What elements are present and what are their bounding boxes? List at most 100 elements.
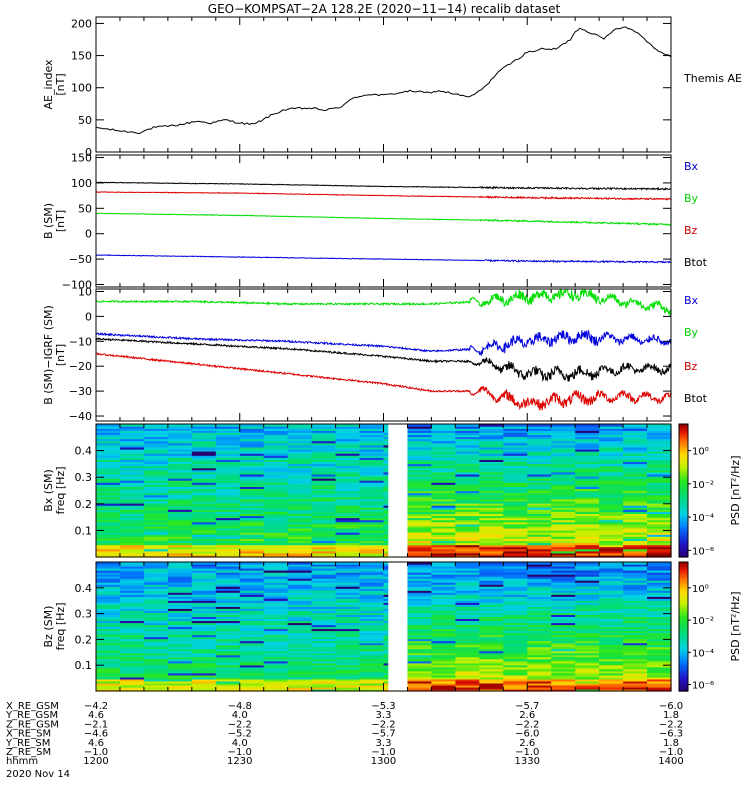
specbx-cell	[215, 548, 241, 552]
specbx-cell	[575, 540, 600, 544]
specbx-cell	[551, 550, 576, 554]
specbx-cell	[167, 554, 193, 558]
specbx-cell	[599, 451, 624, 454]
specbz-cell	[359, 612, 385, 615]
specbx-cell	[167, 432, 193, 435]
specbx-cell	[120, 426, 145, 429]
specbz-cell	[599, 662, 624, 666]
specbz-cell	[479, 672, 504, 676]
specbz-cell	[239, 632, 265, 636]
specbx-cell	[551, 451, 576, 454]
specbx-cell	[527, 463, 552, 467]
specbx-cell	[287, 453, 313, 456]
specbx-cell	[191, 513, 217, 517]
specbx-cell	[167, 442, 193, 446]
specbz-cell	[239, 687, 265, 690]
specbx-cell	[647, 525, 672, 529]
specbx-cell	[311, 484, 337, 487]
specbz-cell	[407, 578, 433, 581]
specbx-cell	[431, 446, 456, 450]
specbz-cell	[287, 576, 313, 579]
specbx-cell	[239, 542, 265, 546]
specbz-cell	[431, 572, 456, 575]
specbz-cell	[503, 608, 528, 611]
specbz-cell	[167, 570, 193, 573]
specbx-cell	[239, 550, 265, 554]
specbz-cell	[623, 668, 648, 672]
specbz-cell	[455, 648, 480, 652]
specbx-cell	[120, 552, 145, 556]
specbz-cell	[287, 660, 313, 664]
specbx-cell	[96, 457, 121, 460]
specbx-cell	[623, 469, 648, 473]
specbx-cell	[143, 482, 169, 485]
specbz-cell	[407, 568, 433, 571]
specbz-cell	[407, 594, 433, 597]
specbz-cell	[479, 610, 504, 613]
specbz-cell	[335, 628, 361, 632]
specbx-cell	[647, 544, 672, 548]
specbx-cell	[599, 484, 624, 487]
specbx-cell	[623, 554, 648, 558]
specbz-cell	[287, 622, 313, 626]
specbx-cell	[359, 455, 385, 458]
specbz-cell	[599, 648, 624, 652]
specbz-cell	[215, 630, 241, 634]
specbz-cell	[623, 612, 648, 615]
specbz-cell	[191, 604, 217, 607]
specbx-cell	[239, 548, 265, 552]
specbz-cell	[359, 652, 385, 656]
specbz-cell	[407, 642, 433, 646]
specbz-cell	[479, 594, 504, 597]
specbx-cell	[96, 515, 121, 519]
specbz-cell	[599, 670, 624, 674]
specbz-cell	[120, 628, 145, 632]
specbx-cell	[551, 505, 576, 508]
specbz-cell	[359, 680, 385, 684]
specbz-cell	[96, 584, 121, 587]
specbz-cell	[143, 566, 169, 569]
specbz-cell	[503, 594, 528, 597]
specbx-cell	[96, 500, 121, 504]
specbz-cell	[575, 582, 600, 585]
specbx-cell	[96, 465, 121, 469]
specbz-cell	[479, 570, 504, 573]
specbx-cell	[96, 438, 121, 442]
specbz-cell	[311, 689, 337, 692]
specbx-cell	[503, 451, 528, 454]
specbx-cell	[215, 476, 241, 479]
specbx-cell	[479, 507, 504, 510]
specbz-cell	[167, 562, 193, 565]
specbx-cell	[167, 424, 193, 427]
specbx-cell	[191, 482, 217, 485]
specbz-cell	[263, 687, 289, 690]
specbx-cell	[575, 507, 600, 510]
specbx-cell	[215, 440, 241, 444]
specbz-cell	[239, 654, 265, 658]
specbx-cell	[599, 548, 624, 552]
ephemeris-value: 1.8	[663, 710, 679, 721]
specbz-cell	[143, 616, 169, 619]
specbz-cell	[191, 685, 217, 688]
specbz-cell	[647, 564, 672, 567]
specbz-cell	[503, 604, 528, 607]
specbx-cell	[239, 527, 265, 531]
specbz-cell	[455, 600, 480, 603]
specbx-cell	[311, 494, 337, 498]
bigrf-legend-bz: Bz	[684, 360, 698, 373]
specbx-cell	[479, 453, 504, 456]
specbx-cell	[311, 505, 337, 508]
specbz-cell	[239, 572, 265, 575]
specbx-cell	[431, 540, 456, 544]
specbx-colorbar-segment	[679, 537, 688, 540]
specbx-cell	[479, 440, 504, 444]
specbx-cell	[120, 438, 145, 442]
specbx-cell	[120, 500, 145, 504]
specbz-cell	[191, 610, 217, 613]
specbz-cell	[239, 566, 265, 569]
specbz-cell	[575, 630, 600, 634]
specbz-cell	[96, 689, 121, 692]
specbx-cell	[407, 436, 433, 440]
specbz-cell	[191, 642, 217, 646]
specbx-cell	[263, 440, 289, 444]
